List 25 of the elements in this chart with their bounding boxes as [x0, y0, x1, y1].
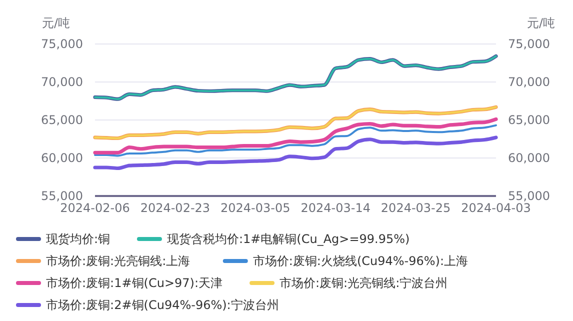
- legend-label: 市场价:废铜:2#铜(Cu94%-96%):宁波台州: [46, 298, 279, 312]
- legend-label: 市场价:废铜:光亮铜线:宁波台州: [280, 276, 448, 290]
- y2-tick-label: 55,000: [508, 189, 550, 204]
- x-tick-label: 2024-03-05: [220, 201, 290, 215]
- x-tick-label: 2024-03-14: [300, 201, 370, 215]
- y-tick-label: 65,000: [41, 113, 83, 128]
- y-tick-label: 60,000: [41, 151, 83, 166]
- legend-label: 现货均价:铜: [46, 232, 110, 246]
- x-tick-label: 2024-02-23: [140, 201, 210, 215]
- legend-label: 市场价:废铜:光亮铜线:上海: [46, 254, 190, 268]
- x-tick-label: 2024-03-25: [380, 201, 451, 215]
- x-tick-label: 2024-04-03: [461, 201, 531, 215]
- y-tick-label: 75,000: [41, 37, 83, 52]
- y2-axis-title: 元/吨: [527, 16, 556, 30]
- y2-tick-label: 65,000: [508, 113, 550, 128]
- y-tick-label: 70,000: [41, 75, 83, 90]
- y-axis-title: 元/吨: [42, 16, 70, 30]
- y2-tick-label: 70,000: [508, 75, 550, 90]
- y2-tick-label: 75,000: [508, 37, 550, 52]
- legend-label: 现货含税均价:1#电解铜(Cu_Ag>=99.95%): [166, 232, 410, 246]
- x-tick-label: 2024-02-06: [60, 201, 130, 215]
- legend-label: 市场价:废铜:火烧线(Cu94%-96%):上海: [252, 254, 468, 268]
- legend-label: 市场价:废铜:1#铜(Cu>97):天津: [46, 276, 222, 290]
- y2-tick-label: 60,000: [508, 151, 550, 166]
- y-tick-label: 55,000: [41, 189, 83, 204]
